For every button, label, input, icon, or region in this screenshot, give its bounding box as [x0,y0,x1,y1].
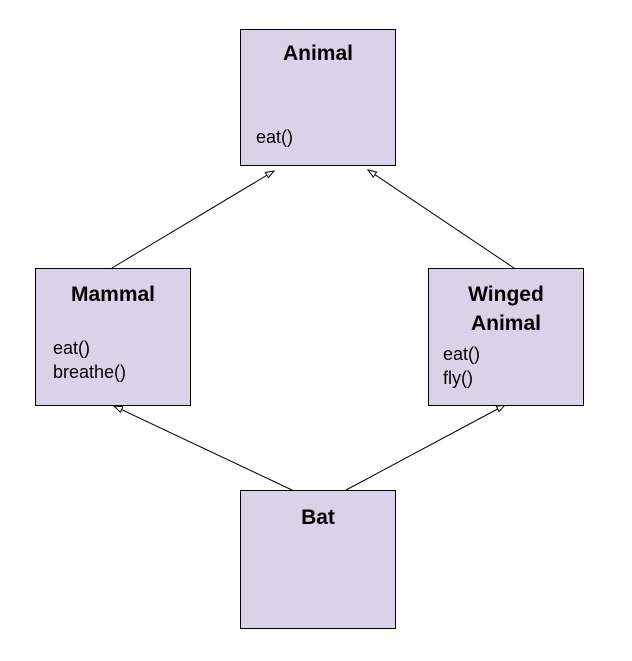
method-winged-eat: eat() [443,344,481,364]
connector-winged-to-animal [367,169,515,269]
class-box-animal: Animal eat() [240,29,396,166]
class-box-mammal: Mammal eat() breathe() [35,268,191,406]
method-mammal-eat: eat() [53,338,91,358]
arrowhead-bat-to-mammal [112,405,124,414]
class-name-bat: Bat [301,506,335,529]
method-mammal-breathe: breathe() [53,362,127,382]
class-name-winged-line2: Animal [470,312,541,335]
method-animal-eat: eat() [256,127,294,147]
connector-mammal-to-animal [111,170,275,269]
class-box-bat: Bat [240,490,396,629]
class-name-mammal: Mammal [70,283,156,306]
arrowhead-mammal-to-animal [264,170,276,179]
connector-bat-to-winged [345,404,506,491]
connector-bat-to-mammal [113,405,293,491]
class-name-winged-line1: Winged [468,283,544,306]
class-box-winged-animal: Winged Animal eat() fly() [428,268,584,406]
arrowhead-winged-to-animal [366,169,378,178]
method-winged-fly: fly() [443,368,473,388]
class-name-animal: Animal [282,42,353,65]
